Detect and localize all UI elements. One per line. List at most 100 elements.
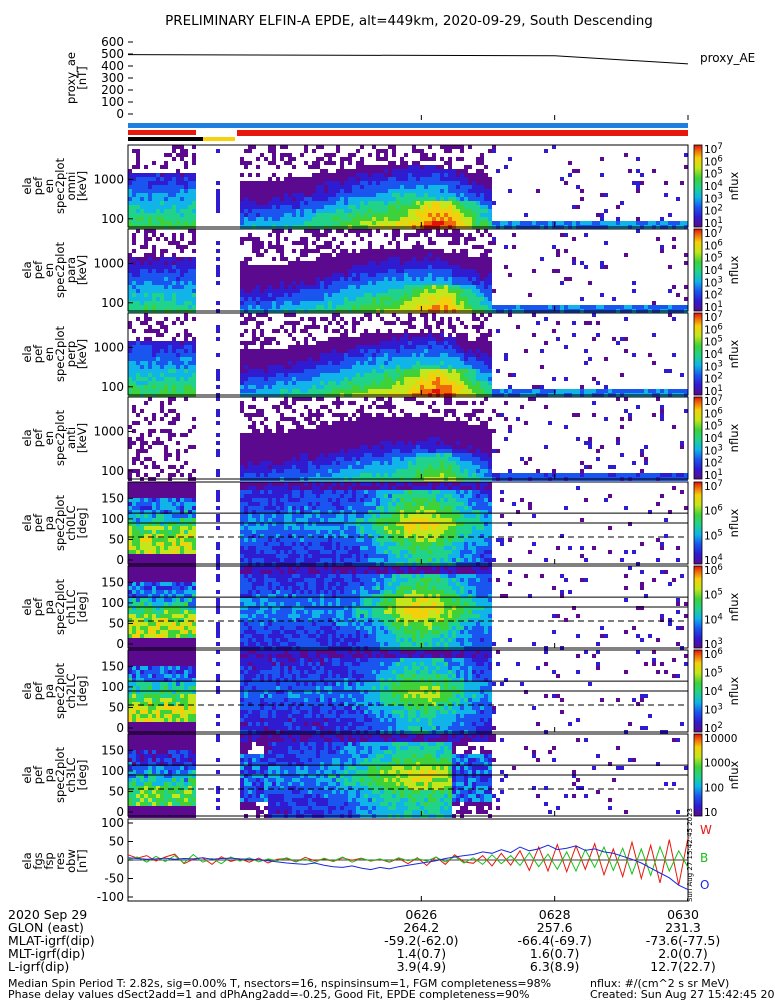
heatmap-cell <box>452 325 456 329</box>
heatmap-cell <box>288 465 292 469</box>
heatmap-cell <box>148 353 152 357</box>
heatmap-cell <box>392 281 396 285</box>
heatmap-cell <box>448 317 452 321</box>
heatmap-cell <box>156 341 160 345</box>
heatmap-cell <box>684 153 688 157</box>
heatmap-cell <box>348 385 352 389</box>
heatmap-cell <box>424 273 428 277</box>
heatmap-cell <box>292 181 296 185</box>
heatmap-cell <box>412 293 416 297</box>
heatmap-cell <box>128 381 132 385</box>
heatmap-cell <box>140 341 144 345</box>
heatmap-cell <box>412 301 416 305</box>
heatmap-cell <box>176 289 180 293</box>
heatmap-cell <box>336 201 340 205</box>
heatmap-cell <box>376 197 380 201</box>
heatmap-cell <box>668 289 672 293</box>
heatmap-cell <box>160 189 164 193</box>
heatmap-cell <box>240 265 244 269</box>
heatmap-cell <box>340 377 344 381</box>
heatmap-cell <box>192 173 196 177</box>
heatmap-cell <box>140 289 144 293</box>
heatmap-cell <box>556 249 560 253</box>
heatmap-cell <box>448 337 452 341</box>
heatmap-cell <box>284 365 288 369</box>
heatmap-cell <box>280 453 284 457</box>
heatmap-cell <box>300 397 304 401</box>
heatmap-cell <box>656 389 660 393</box>
heatmap-cell <box>440 169 444 173</box>
heatmap-cell <box>332 221 336 225</box>
heatmap-cell <box>404 333 408 337</box>
heatmap-cell <box>440 281 444 285</box>
heatmap-cell <box>140 205 144 209</box>
heatmap-cell <box>428 221 432 225</box>
heatmap-cell <box>488 249 492 253</box>
heatmap-cell <box>384 189 388 193</box>
heatmap-cell <box>276 357 280 361</box>
heatmap-cell <box>180 273 184 277</box>
heatmap-cell <box>320 273 324 277</box>
heatmap-cell <box>304 205 308 209</box>
heatmap-cell <box>276 353 280 357</box>
heatmap-cell <box>188 229 192 233</box>
heatmap-cell <box>264 305 268 309</box>
heatmap-cell <box>240 353 244 357</box>
heatmap-cell <box>316 385 320 389</box>
heatmap-cell <box>352 205 356 209</box>
heatmap-cell <box>148 269 152 273</box>
heatmap-cell <box>444 145 448 149</box>
heatmap-cell <box>564 377 568 381</box>
heatmap-cell <box>464 377 468 381</box>
heatmap-cell <box>340 161 344 165</box>
heatmap-cell <box>344 249 348 253</box>
heatmap-cell <box>424 233 428 237</box>
heatmap-cell <box>164 197 168 201</box>
heatmap-cell <box>288 217 292 221</box>
heatmap-cell <box>492 389 496 393</box>
heatmap-cell <box>368 349 372 353</box>
heatmap-cell <box>420 181 424 185</box>
heatmap-cell <box>396 261 400 265</box>
heatmap-cell <box>132 281 136 285</box>
heatmap-cell <box>416 201 420 205</box>
heatmap-cell <box>616 341 620 345</box>
heatmap-cell <box>240 273 244 277</box>
heatmap-cell <box>448 209 452 213</box>
heatmap-cell <box>172 285 176 289</box>
heatmap-cell <box>184 397 188 401</box>
heatmap-cell <box>388 213 392 217</box>
heatmap-cell <box>328 157 332 161</box>
heatmap-cell <box>356 389 360 393</box>
heatmap-cell <box>428 249 432 253</box>
heatmap-cell <box>156 441 160 445</box>
heatmap-cell <box>136 317 140 321</box>
heatmap-cell <box>624 337 628 341</box>
heatmap-cell <box>412 253 416 257</box>
heatmap-cell <box>244 277 248 281</box>
heatmap-cell <box>428 269 432 273</box>
heatmap-cell <box>480 177 484 181</box>
heatmap-cell <box>376 213 380 217</box>
heatmap-cell <box>440 201 444 205</box>
heatmap-cell <box>336 181 340 185</box>
heatmap-cell <box>256 301 260 305</box>
heatmap-cell <box>352 293 356 297</box>
heatmap-cell <box>164 189 168 193</box>
heatmap-cell <box>268 209 272 213</box>
heatmap-cell <box>260 473 264 477</box>
heatmap-cell <box>244 373 248 377</box>
heatmap-cell <box>388 381 392 385</box>
heatmap-cell <box>304 469 308 473</box>
heatmap-cell <box>360 185 364 189</box>
heatmap-cell <box>388 361 392 365</box>
heatmap-cell <box>184 329 188 333</box>
heatmap-cell <box>368 273 372 277</box>
heatmap-cell <box>596 333 600 337</box>
heatmap-cell <box>376 253 380 257</box>
heatmap-cell <box>192 261 196 265</box>
heatmap-cell <box>372 377 376 381</box>
heatmap-cell <box>472 341 476 345</box>
heatmap-cell <box>140 217 144 221</box>
heatmap-cell <box>320 253 324 257</box>
